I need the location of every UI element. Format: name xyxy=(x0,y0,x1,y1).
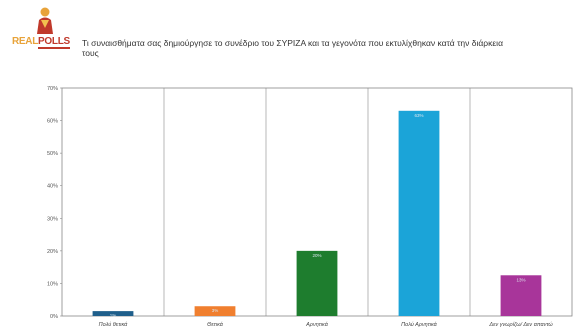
y-tick-label: 70% xyxy=(47,86,58,92)
bar xyxy=(398,110,440,316)
category-label: Πολύ Αρνητικά xyxy=(401,321,438,328)
logo-figure-icon xyxy=(37,7,53,34)
y-tick-label: 30% xyxy=(47,216,58,222)
y-tick-label: 20% xyxy=(47,249,58,255)
bar-value-label: 1% xyxy=(110,313,117,318)
logo-wordmark: REALPOLLS xyxy=(12,36,70,49)
y-tick-label: 60% xyxy=(47,119,58,125)
y-tick-label: 40% xyxy=(47,184,58,190)
logo-text-real: REAL xyxy=(12,36,39,47)
bar-value-label: 13% xyxy=(516,277,525,282)
y-tick-label: 0% xyxy=(50,314,58,320)
bar xyxy=(194,306,236,316)
bar-value-label: 63% xyxy=(414,113,423,118)
bar xyxy=(500,275,542,316)
category-label: Πολύ θετικά xyxy=(99,321,128,328)
logo-text-polls: POLLS xyxy=(38,36,70,49)
category-label: Δεν γνωρίζω/ Δεν απαντώ xyxy=(488,321,553,328)
category-label: Αρνητικά xyxy=(305,322,329,328)
bar xyxy=(296,250,338,316)
bar-value-label: 3% xyxy=(212,308,219,313)
chart-title: Τι συναισθήματα σας δημιούργησε το συνέδ… xyxy=(82,38,503,58)
bar xyxy=(92,311,134,316)
y-tick-label: 50% xyxy=(47,151,58,157)
bar-value-label: 20% xyxy=(312,253,321,258)
category-label: Θετικά xyxy=(207,322,224,328)
y-tick-label: 10% xyxy=(47,281,58,287)
realpolls-logo: REALPOLLS xyxy=(12,6,74,50)
